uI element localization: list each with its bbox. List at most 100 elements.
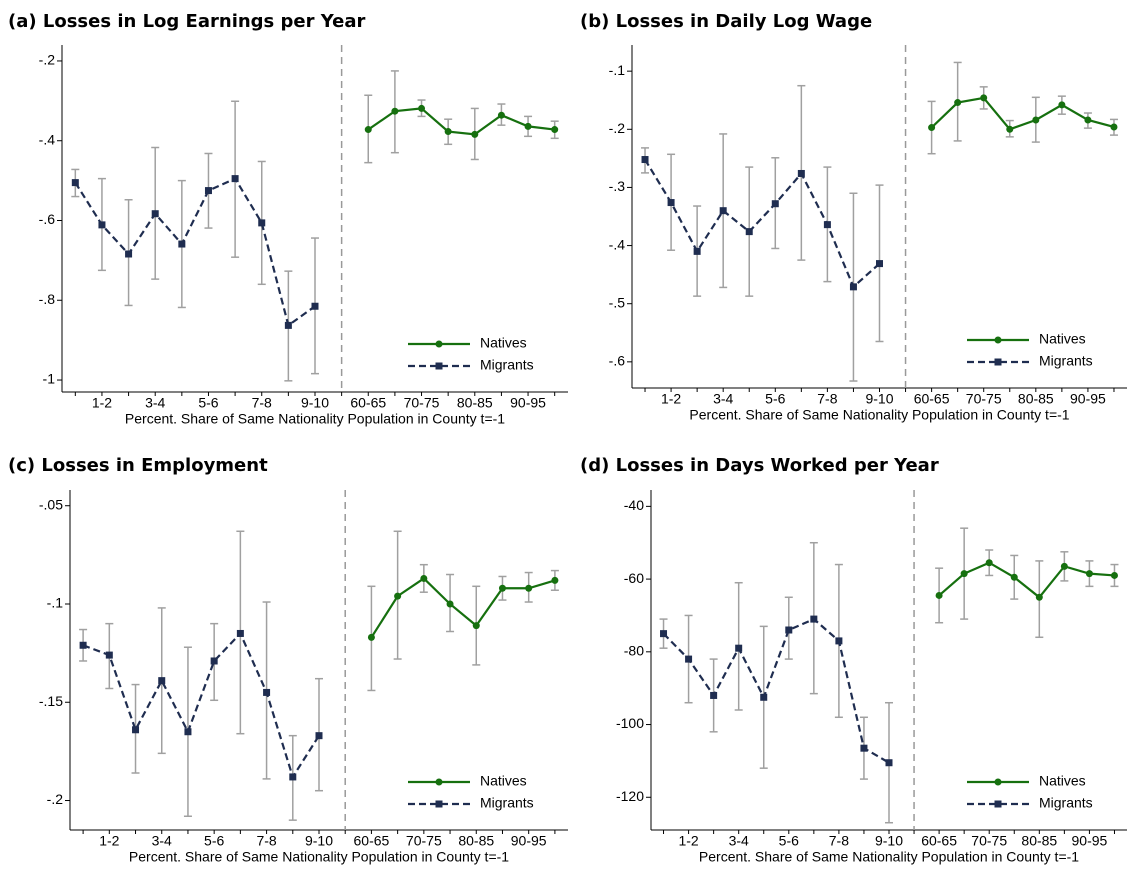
- legend-marker: [994, 800, 1002, 808]
- y-tick-label: -.1: [47, 595, 64, 611]
- point: [797, 169, 805, 177]
- y-tick-label: -.05: [39, 496, 63, 512]
- y-tick-label: -.2: [39, 52, 56, 68]
- panel: (c) Losses in Employment -.2 -.15 -.1 -.05 1-…: [8, 455, 568, 865]
- x-tick-label: 5-6: [779, 833, 799, 849]
- point: [446, 600, 454, 608]
- legend-label: Migrants: [480, 357, 534, 373]
- point: [785, 626, 793, 634]
- point: [284, 321, 292, 329]
- point: [525, 584, 533, 592]
- point: [810, 615, 818, 623]
- legend-label: Migrants: [1039, 353, 1093, 369]
- x-tick-label: 80-85: [458, 833, 494, 849]
- point: [641, 156, 649, 164]
- series-line: [74, 177, 316, 328]
- x-tick-label: 5-6: [204, 833, 224, 849]
- point: [125, 250, 133, 258]
- point: [418, 104, 426, 112]
- y-tick-label: -120: [616, 788, 644, 804]
- legend-label: Natives: [480, 335, 527, 351]
- legend-marker: [994, 778, 1002, 786]
- x-tick-label: 80-85: [1021, 833, 1057, 849]
- x-tick-label: 90-95: [511, 833, 547, 849]
- point: [876, 260, 883, 268]
- point: [364, 126, 372, 134]
- x-axis-label: Percent. Share of Same Nationality Popul…: [699, 849, 1079, 865]
- series-line: [662, 617, 890, 764]
- x-tick-label: 3-4: [145, 395, 165, 411]
- point: [1032, 116, 1040, 124]
- series-line: [938, 561, 1115, 599]
- x-tick-label: 5-6: [765, 391, 785, 407]
- panel-title: (a) Losses in Log Earnings per Year: [8, 11, 366, 32]
- legend-marker: [435, 778, 443, 786]
- y-tick-label: -.5: [609, 294, 626, 310]
- x-axis-label: Percent. Share of Same Nationality Popul…: [129, 849, 509, 865]
- point: [315, 732, 323, 740]
- point: [885, 759, 893, 767]
- x-tick-label: 9-10: [875, 833, 903, 849]
- point: [444, 128, 452, 136]
- point: [1084, 116, 1092, 124]
- x-tick-label: 70-75: [406, 833, 442, 849]
- series-line: [644, 158, 881, 289]
- x-axis-label: Percent. Share of Same Nationality Popul…: [689, 407, 1069, 423]
- panel: (a) Losses in Log Earnings per Year -1 -.8…: [8, 11, 568, 427]
- series-line: [370, 577, 556, 638]
- x-tick-label: 70-75: [971, 833, 1007, 849]
- legend-label: Natives: [480, 773, 527, 789]
- x-tick-label: 7-8: [817, 391, 837, 407]
- point: [551, 576, 559, 584]
- panel: (d) Losses in Days Worked per Year -120 -1…: [580, 455, 1127, 865]
- point: [79, 641, 87, 649]
- point: [394, 592, 402, 600]
- point: [1110, 571, 1118, 579]
- series-line: [367, 107, 555, 136]
- y-tick-label: -.1: [609, 62, 626, 78]
- point: [771, 200, 779, 208]
- point: [835, 637, 843, 645]
- x-tick-label: 70-75: [966, 391, 1002, 407]
- point: [210, 657, 218, 665]
- x-tick-label: 1-2: [99, 833, 119, 849]
- point: [667, 199, 675, 207]
- point: [1058, 101, 1066, 109]
- point: [151, 210, 159, 218]
- legend-marker: [435, 340, 443, 348]
- y-tick-label: -.2: [47, 791, 64, 807]
- point: [311, 302, 319, 310]
- point: [263, 688, 271, 696]
- point: [1110, 123, 1118, 131]
- legend-marker: [435, 800, 443, 808]
- point: [420, 574, 428, 582]
- x-tick-label: 90-95: [1072, 833, 1108, 849]
- point: [98, 221, 106, 229]
- x-tick-label: 70-75: [404, 395, 440, 411]
- point: [849, 283, 857, 291]
- point: [745, 228, 753, 236]
- x-tick-label: 3-4: [713, 391, 733, 407]
- point: [1085, 570, 1093, 578]
- point: [685, 655, 693, 663]
- point: [236, 629, 244, 637]
- point: [1006, 125, 1014, 133]
- x-tick-label: 1-2: [678, 833, 698, 849]
- point: [823, 221, 831, 229]
- point: [551, 126, 559, 134]
- legend-label: Natives: [1039, 331, 1086, 347]
- point: [231, 175, 239, 183]
- x-tick-label: 80-85: [1018, 391, 1054, 407]
- x-tick-label: 60-65: [921, 833, 957, 849]
- legend-label: Migrants: [1039, 795, 1093, 811]
- x-tick-label: 1-2: [92, 395, 112, 411]
- y-tick-label: -.15: [39, 693, 63, 709]
- point: [660, 630, 668, 638]
- point: [524, 122, 532, 130]
- point: [719, 207, 727, 215]
- panel-title: (d) Losses in Days Worked per Year: [580, 455, 939, 476]
- y-tick-label: -.4: [39, 131, 56, 147]
- x-tick-label: 60-65: [354, 833, 390, 849]
- point: [204, 187, 212, 195]
